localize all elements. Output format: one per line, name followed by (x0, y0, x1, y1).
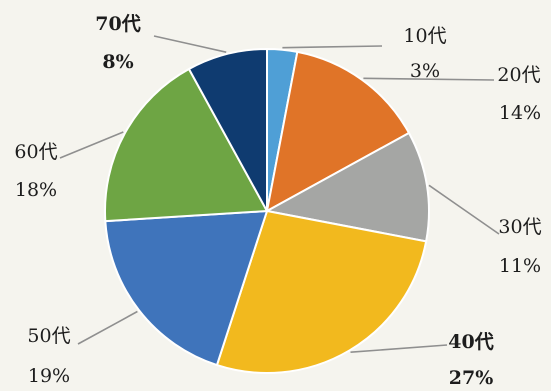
pie-slices (104, 47, 430, 374)
pie-slice-60s (104, 67, 269, 223)
value-70s: 8% (102, 51, 133, 73)
pie-slice-20s (265, 50, 411, 213)
pie-slice-30s (264, 131, 430, 243)
label-60s: 60代 (14, 141, 57, 163)
leader-line-10s (282, 45, 383, 49)
value-30s: 11% (499, 255, 541, 277)
label-50s: 50代 (27, 325, 70, 347)
value-20s: 14% (499, 102, 541, 124)
pie-slice-70s (187, 47, 268, 212)
leader-line-60s (59, 131, 124, 159)
value-10s: 3% (410, 60, 440, 82)
leader-lines (59, 35, 500, 353)
value-50s: 19% (28, 365, 70, 387)
label-30s: 30代 (498, 216, 541, 238)
value-40s: 27% (449, 367, 494, 389)
value-60s: 18% (15, 179, 57, 201)
label-40s: 40代 (448, 331, 493, 353)
pie-slice-50s (104, 209, 269, 367)
leader-line-30s (428, 184, 500, 235)
pie-slice-40s (215, 209, 428, 374)
leader-line-70s (153, 35, 227, 53)
leader-line-20s (363, 77, 495, 81)
leader-line-50s (77, 310, 138, 345)
label-70s: 70代 (95, 13, 140, 35)
label-20s: 20代 (497, 64, 540, 86)
label-10s: 10代 (403, 25, 446, 47)
leader-line-40s (350, 344, 448, 353)
